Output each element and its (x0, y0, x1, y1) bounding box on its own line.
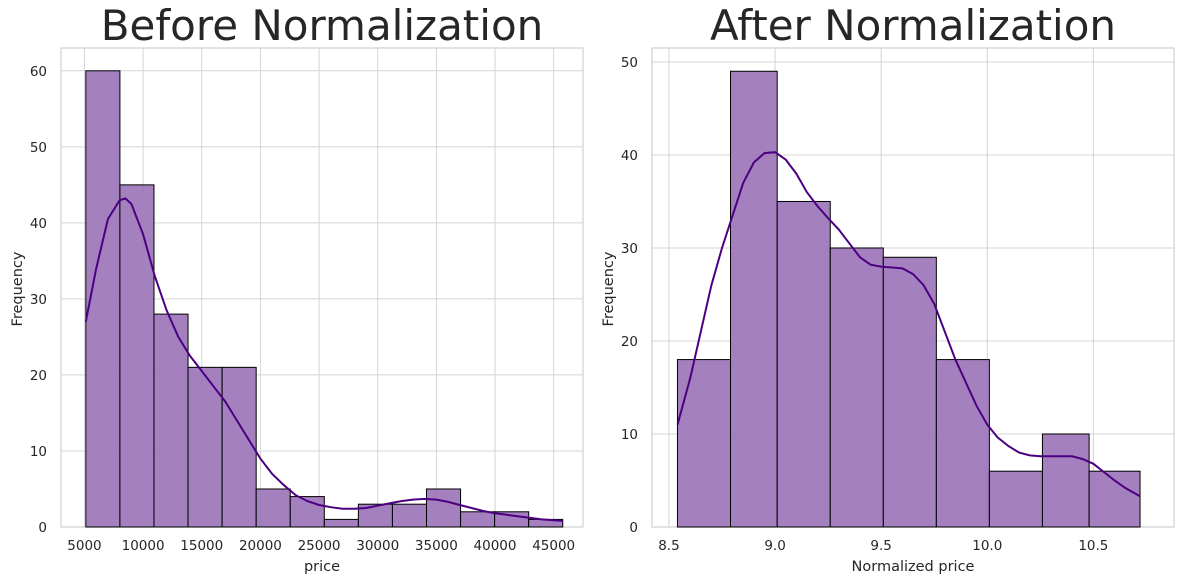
x-tick-label: 8.5 (658, 538, 679, 554)
chart-title: Before Normalization (101, 1, 544, 50)
histogram-bar (935, 359, 990, 528)
histogram-bar (829, 247, 884, 528)
y-tick-label: 40 (621, 148, 638, 164)
x-tick-label: 25000 (298, 538, 341, 554)
chart-title: After Normalization (710, 1, 1116, 50)
y-tick-label: 20 (30, 368, 47, 384)
histogram-bar (85, 70, 121, 528)
histogram-bar (676, 359, 732, 528)
x-tick-label: 9.0 (764, 538, 785, 554)
y-tick-label: 10 (30, 444, 47, 460)
x-tick-label: 10.5 (1078, 538, 1108, 554)
x-tick-label: 10000 (122, 538, 165, 554)
y-axis-label: Frequency (10, 251, 26, 326)
x-tick-label: 45000 (532, 538, 575, 554)
histogram-bar (730, 70, 778, 528)
histogram-bar (255, 488, 291, 528)
histogram-bar (187, 366, 223, 528)
histogram-bars (85, 70, 564, 528)
y-tick-label: 30 (30, 292, 47, 308)
x-tick-label: 20000 (239, 538, 282, 554)
y-tick-label: 50 (621, 55, 638, 71)
chart-before-normalization: Before Normalization 5000 10000 15000 20000… (10, 1, 584, 575)
y-tick-label: 20 (621, 334, 638, 350)
histogram-bars (676, 70, 1141, 528)
kde-curve (676, 151, 1141, 498)
tick-labels: 8.5 9.0 9.5 10.0 10.5 0 10 20 30 40 50 (621, 55, 1109, 554)
kde-line (676, 151, 1141, 498)
chart-after-normalization: After Normalization 8.5 9.0 9.5 10.0 10.5 0 10… (601, 1, 1175, 575)
kde-line (84, 197, 563, 522)
x-tick-label: 30000 (356, 538, 399, 554)
tick-labels: 5000 10000 15000 20000 25000 30000 35000 40000 4… (30, 64, 575, 554)
histogram-bar (988, 470, 1043, 528)
histogram-bar (323, 518, 359, 528)
x-tick-label: 9.5 (870, 538, 891, 554)
y-tick-label: 10 (621, 427, 638, 443)
x-tick-label: 5000 (67, 538, 101, 554)
histogram-bar (776, 200, 831, 528)
kde-curve (84, 197, 563, 522)
y-tick-label: 40 (30, 216, 47, 232)
histogram-bar (153, 313, 189, 528)
histogram-bar (221, 366, 257, 528)
histogram-bar (882, 256, 937, 528)
x-tick-label: 40000 (474, 538, 517, 554)
histogram-bar (460, 511, 496, 528)
histogram-bar (1041, 433, 1090, 528)
x-tick-label: 10.0 (972, 538, 1002, 554)
x-tick-label: 15000 (180, 538, 223, 554)
x-axis-label: Normalized price (852, 559, 975, 575)
y-tick-label: 50 (30, 140, 47, 156)
histogram-bar (119, 184, 155, 528)
y-tick-label: 0 (629, 520, 638, 536)
y-axis-label: Frequency (601, 251, 617, 326)
x-tick-label: 35000 (415, 538, 458, 554)
x-axis-label: price (304, 559, 340, 575)
histogram-bar (425, 488, 462, 528)
y-tick-label: 60 (30, 64, 47, 80)
histogram-bar (391, 503, 427, 528)
y-tick-label: 30 (621, 241, 638, 257)
y-tick-label: 0 (38, 520, 47, 536)
